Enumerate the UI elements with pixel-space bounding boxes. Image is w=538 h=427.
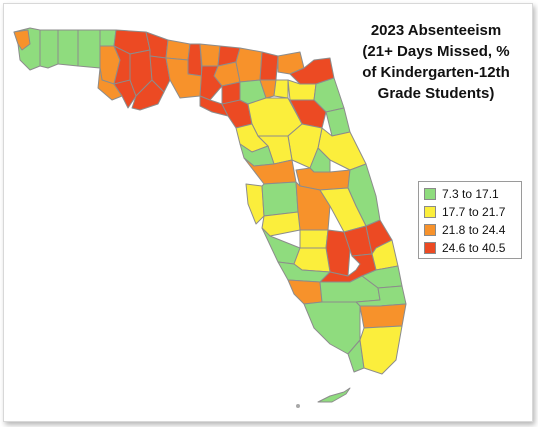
county-pinellas: [245, 183, 265, 225]
county-monroe-keys: [317, 387, 351, 403]
legend-item: 24.6 to 40.5: [424, 239, 521, 257]
county-madison: [199, 43, 221, 67]
map-title: 2023 Absenteeism (21+ Days Missed, % of …: [352, 20, 520, 104]
county-manatee: [261, 211, 301, 237]
county-leon: [165, 39, 191, 61]
county-columbia: [235, 47, 263, 83]
legend-swatch: [424, 188, 436, 200]
legend-item: 7.3 to 17.1: [424, 185, 521, 203]
county-lee: [287, 279, 323, 305]
county-hillsborough: [261, 181, 299, 217]
legend-swatch: [424, 242, 436, 254]
title-line-1: 2023 Absenteeism: [370, 22, 502, 39]
county-flagler: [325, 107, 351, 137]
county-gulf: [113, 79, 137, 109]
legend: 7.3 to 17.1 17.7 to 21.7 21.8 to 24.4 24…: [418, 181, 522, 259]
county-collier: [303, 301, 361, 355]
county-escambia-east: [13, 29, 31, 51]
county-walton: [77, 29, 101, 69]
county-broward: [359, 303, 407, 329]
legend-item: 21.8 to 24.4: [424, 221, 521, 239]
county-baker: [259, 51, 279, 81]
county-bradford: [273, 79, 289, 99]
title-line-4: Grade Students): [377, 85, 495, 102]
county-santa-rosa: [39, 29, 59, 69]
legend-swatch: [424, 224, 436, 236]
island-marker: [296, 404, 300, 408]
county-wakulla: [149, 55, 171, 93]
legend-label: 17.7 to 21.7: [442, 205, 506, 219]
county-jefferson: [187, 43, 203, 77]
legend-swatch: [424, 206, 436, 218]
legend-item: 17.7 to 21.7: [424, 203, 521, 221]
title-line-2: (21+ Days Missed, %: [362, 43, 510, 60]
legend-label: 21.8 to 24.4: [442, 223, 506, 237]
county-okaloosa: [57, 29, 79, 67]
legend-label: 7.3 to 17.1: [442, 187, 499, 201]
county-miami-dade: [359, 325, 403, 375]
title-line-3: of Kindergarten-12th: [362, 64, 510, 81]
legend-label: 24.6 to 40.5: [442, 241, 506, 255]
county-holmes: [99, 29, 117, 47]
county-hardee: [299, 229, 329, 249]
